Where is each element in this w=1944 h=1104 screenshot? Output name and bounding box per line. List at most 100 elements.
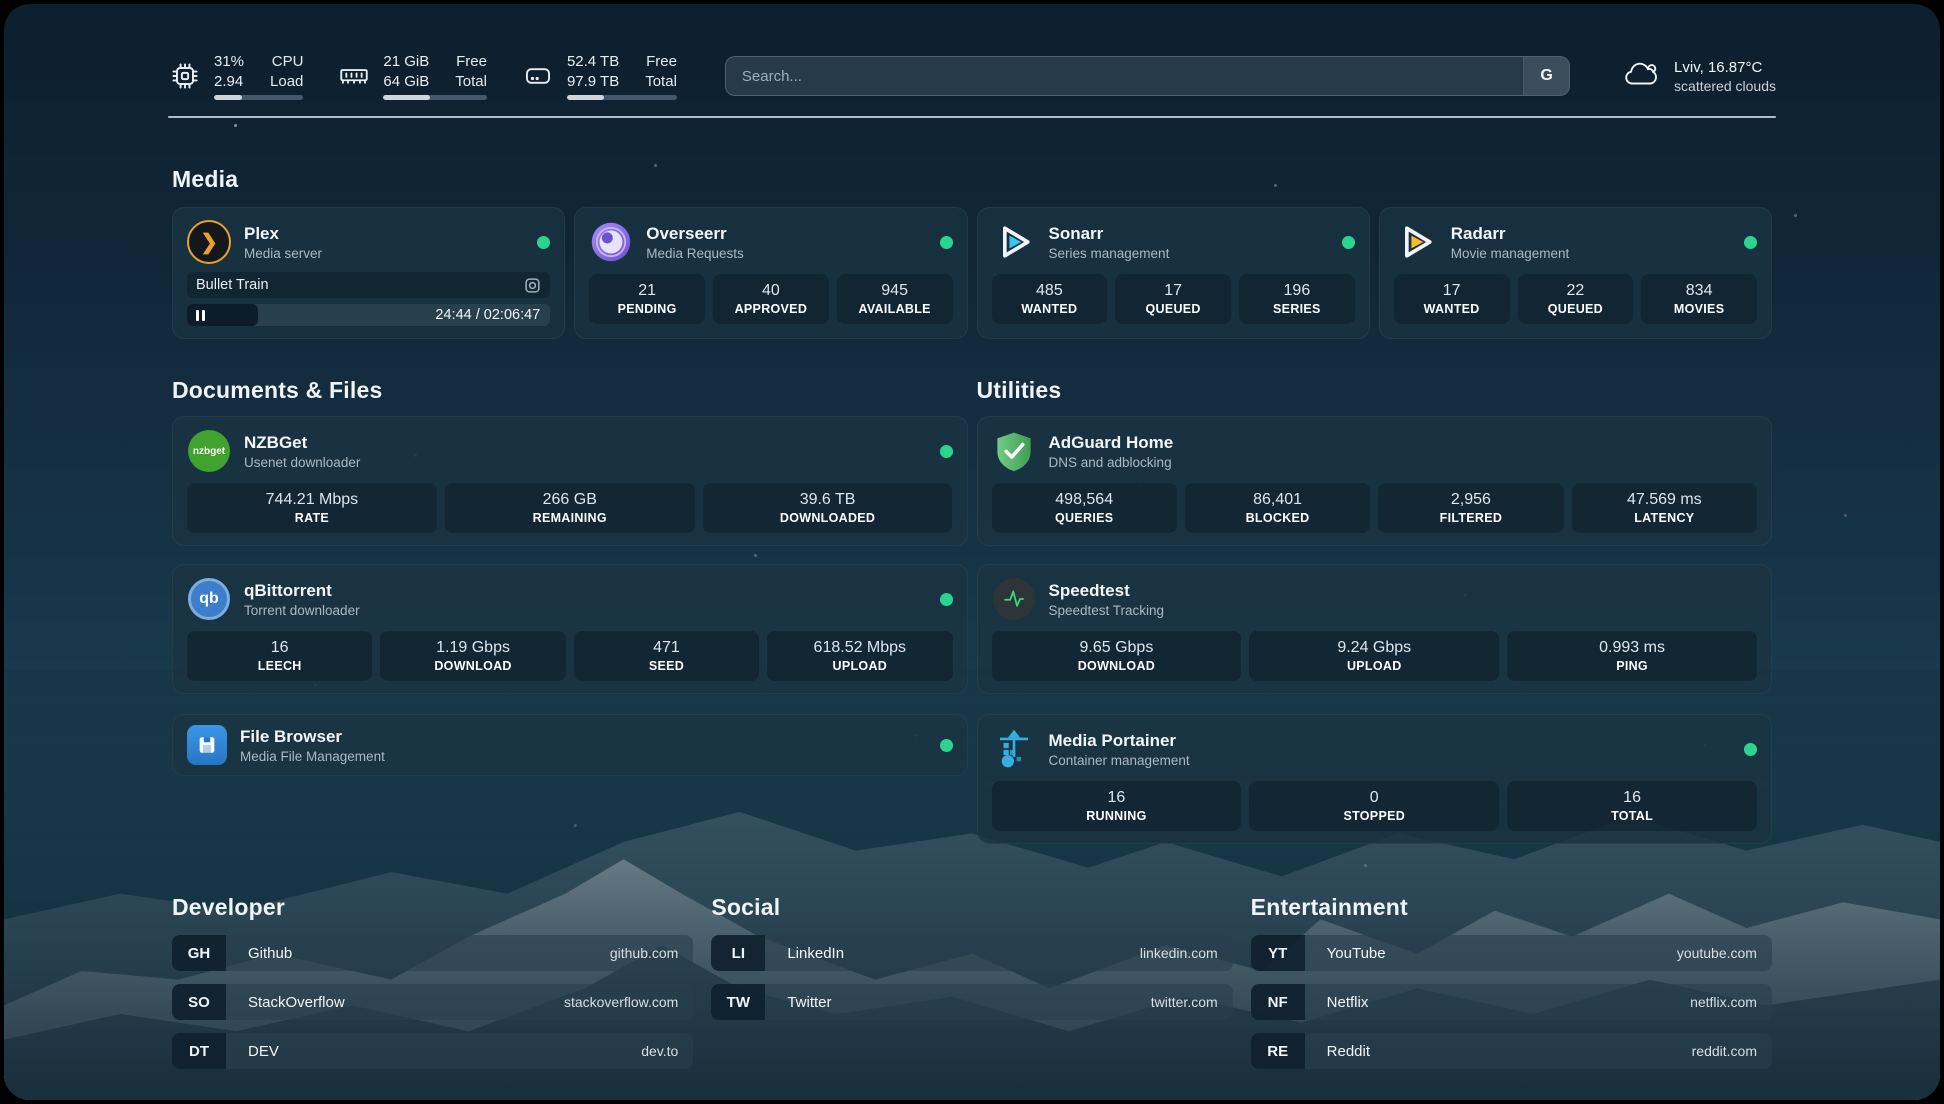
- app-name: Overseerr: [646, 223, 727, 243]
- stat-wanted: 17 WANTED: [1393, 274, 1510, 324]
- stat-label: WANTED: [1423, 302, 1480, 316]
- ram-progress-bar: [383, 95, 487, 100]
- stat-available: 945 AVAILABLE: [836, 274, 953, 324]
- card-sonarr[interactable]: Sonarr Series management 485 WANTED 17 Q…: [976, 207, 1370, 339]
- documents-column: Documents & Files nzbget NZBGet Usenet d…: [172, 377, 968, 844]
- stat-pending: 21 PENDING: [589, 274, 705, 324]
- disk-progress-bar: [566, 95, 677, 100]
- stat-value: 47.569 ms: [1626, 491, 1702, 508]
- card-adguard[interactable]: AdGuard Home DNS and adblocking 498,564 …: [976, 416, 1772, 546]
- search-engine-button[interactable]: G: [1523, 57, 1570, 95]
- cpu-usage-value: 31%: [214, 53, 245, 70]
- disk-icon: [521, 59, 555, 93]
- bookmark-url: dev.to: [641, 1043, 679, 1059]
- bookmark-column-entertainment: Entertainment YT YouTube youtube.com NF …: [1250, 894, 1772, 1082]
- disk-stat-group: 52.4 TB 97.9 TB Free Total: [521, 52, 677, 100]
- bookmark-reddit[interactable]: RE Reddit reddit.com: [1250, 1033, 1772, 1069]
- status-dot: [939, 235, 953, 249]
- bookmark-abbr: YT: [1250, 935, 1305, 971]
- app-name: AdGuard Home: [1048, 432, 1174, 452]
- card-radarr[interactable]: Radarr Movie management 17 WANTED 22 QUE…: [1378, 207, 1772, 339]
- ram-total-label: Total: [455, 72, 487, 90]
- bookmark-linkedin[interactable]: LI LinkedIn linkedin.com: [711, 935, 1233, 971]
- disk-progress-fill: [566, 95, 605, 100]
- bookmark-url: youtube.com: [1676, 945, 1757, 961]
- bookmark-github[interactable]: GH Github github.com: [172, 935, 694, 971]
- stat-value: 0.993 ms: [1599, 639, 1665, 656]
- stat-label: LATENCY: [1634, 511, 1695, 525]
- stat-value: 16: [270, 639, 289, 656]
- stat-filtered: 2,956 FILTERED: [1378, 483, 1564, 533]
- card-qbittorrent[interactable]: qb qBittorrent Torrent downloader 16 LEE…: [172, 564, 968, 694]
- overseerr-icon: [589, 220, 633, 264]
- stat-downloaded: 39.6 TB DOWNLOADED: [702, 483, 953, 533]
- bookmark-name: Reddit: [1326, 1042, 1371, 1060]
- status-dot: [939, 738, 953, 752]
- card-speedtest[interactable]: Speedtest Speedtest Tracking 9.65 Gbps D…: [976, 564, 1772, 694]
- bookmark-name: Github: [248, 944, 293, 962]
- card-filebrowser[interactable]: File Browser Media File Management: [172, 714, 968, 776]
- stat-value: 1.19 Gbps: [436, 639, 510, 656]
- stat-label: PENDING: [617, 302, 677, 316]
- stat-value: 16: [1107, 789, 1126, 806]
- section-title-developer: Developer: [172, 894, 286, 920]
- stat-value: 21: [638, 282, 657, 299]
- ram-icon: [337, 59, 371, 93]
- stat-download: 9.65 Gbps DOWNLOAD: [991, 631, 1242, 681]
- section-title-utilities: Utilities: [976, 377, 1062, 403]
- stat-upload: 9.24 Gbps UPLOAD: [1249, 631, 1500, 681]
- bookmark-twitter[interactable]: TW Twitter twitter.com: [711, 984, 1233, 1020]
- bookmark-youtube[interactable]: YT YouTube youtube.com: [1250, 935, 1772, 971]
- plex-now-playing: Bullet Train: [187, 272, 551, 298]
- bookmark-abbr: SO: [172, 984, 226, 1020]
- card-portainer[interactable]: Media Portainer Container management 16 …: [976, 714, 1772, 844]
- bookmark-netflix[interactable]: NF Netflix netflix.com: [1250, 984, 1772, 1020]
- stat-queued: 22 QUEUED: [1517, 274, 1634, 324]
- bookmark-dev[interactable]: DT DEV dev.to: [172, 1033, 694, 1069]
- stat-label: PING: [1616, 659, 1648, 673]
- bookmark-name: Twitter: [787, 993, 832, 1011]
- bookmark-stackoverflow[interactable]: SO StackOverflow stackoverflow.com: [172, 984, 694, 1020]
- nzbget-logo-text: nzbget: [188, 430, 230, 472]
- search-input[interactable]: [725, 57, 1524, 95]
- stat-upload: 618.52 Mbps UPLOAD: [767, 631, 953, 681]
- stat-value: 498,564: [1055, 491, 1114, 508]
- card-nzbget[interactable]: nzbget NZBGet Usenet downloader 744.21 M…: [172, 416, 968, 546]
- stat-value: 40: [761, 282, 780, 299]
- bookmark-url: netflix.com: [1690, 994, 1757, 1010]
- stat-label: DOWNLOAD: [434, 659, 512, 673]
- stat-total: 16 TOTAL: [1507, 781, 1757, 831]
- stat-label: RATE: [294, 511, 330, 525]
- stat-label: APPROVED: [734, 302, 808, 316]
- portainer-icon: [992, 727, 1036, 771]
- disk-free-value: 52.4 TB: [566, 53, 620, 70]
- stat-queries: 498,564 QUERIES: [991, 483, 1177, 533]
- card-plex[interactable]: ❯ Plex Media server Bullet Train: [172, 207, 566, 339]
- disk-free-label: Free: [646, 53, 677, 70]
- disk-total-label: Total: [645, 72, 677, 90]
- stat-remaining: 266 GB REMAINING: [444, 483, 695, 533]
- dashboard-panel: 31% 2.94 CPU Load: [4, 4, 1940, 1100]
- stat-value: 945: [881, 282, 908, 299]
- weather-location-temp: Lviv, 16.87°C: [1674, 58, 1763, 76]
- weather-condition: scattered clouds: [1674, 77, 1776, 94]
- stat-label: RUNNING: [1086, 809, 1147, 823]
- stat-value: 266 GB: [542, 491, 597, 508]
- card-overseerr[interactable]: Overseerr Media Requests 21 PENDING 40 A…: [574, 207, 968, 339]
- weather-widget[interactable]: Lviv, 16.87°C scattered clouds: [1622, 58, 1776, 95]
- bookmark-abbr: TW: [711, 984, 766, 1020]
- stat-seed: 471 SEED: [573, 631, 760, 681]
- status-dot: [1744, 742, 1757, 756]
- pause-icon[interactable]: [196, 309, 205, 321]
- app-name: Speedtest: [1048, 580, 1130, 600]
- stat-label: FILTERED: [1439, 511, 1503, 525]
- radarr-icon: [1394, 220, 1438, 264]
- stat-label: UPLOAD: [832, 659, 888, 673]
- app-name: Plex: [244, 223, 279, 243]
- search-bar[interactable]: G: [724, 56, 1571, 96]
- camera-icon: [524, 277, 541, 294]
- top-bar: 31% 2.94 CPU Load: [168, 50, 1776, 102]
- plex-progress-bar[interactable]: 24:44 / 02:06:47: [187, 304, 551, 326]
- stat-leech: 16 LEECH: [187, 631, 373, 681]
- stat-label: QUEUED: [1547, 302, 1604, 316]
